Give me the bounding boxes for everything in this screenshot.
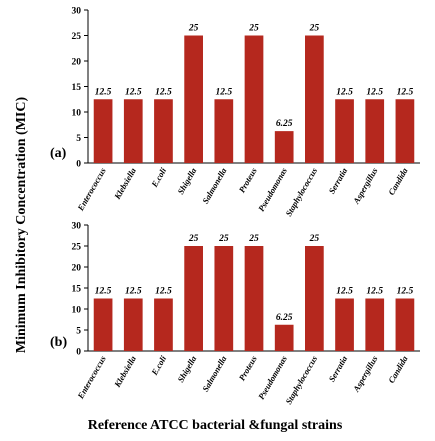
- data-label: 12.5: [366, 287, 383, 297]
- y-tick-label: 15: [72, 83, 82, 93]
- bar-ecoli: [154, 298, 173, 351]
- category-label: E.coli: [149, 165, 169, 189]
- bar-proteus: [244, 246, 264, 351]
- category-label: E.coli: [149, 353, 169, 377]
- y-tick-label: 10: [72, 109, 82, 119]
- y-tick-label: 5: [76, 327, 81, 337]
- y-tick-label: 0: [76, 348, 81, 358]
- data-label: 25: [218, 234, 229, 244]
- category-label: Salmonella: [200, 165, 229, 205]
- data-label: 6.25: [276, 313, 293, 323]
- bar-salmonella: [214, 99, 234, 163]
- bar-ecoli: [154, 99, 173, 163]
- category-label: Aspergillus: [350, 353, 379, 394]
- data-label: 25: [188, 234, 199, 244]
- x-axis-title: Reference ATCC bacterial &fungal strains: [88, 418, 343, 433]
- data-label: 12.5: [95, 287, 112, 297]
- data-label: 12.5: [95, 87, 112, 97]
- category-label: Salmonella: [200, 353, 229, 393]
- data-label: 12.5: [155, 87, 172, 97]
- y-tick-label: 25: [72, 243, 82, 253]
- chart-panel-b: 0 5 10 15 20 25 30 12.5 Enterococcus 12.5 Klebsiel…: [50, 222, 420, 406]
- category-label: Enterococcus: [75, 353, 108, 401]
- bar-staphylococcus: [305, 35, 324, 163]
- data-label: 25: [248, 234, 259, 244]
- bar-candida: [395, 298, 415, 351]
- bar-aspergillus: [365, 99, 385, 163]
- y-tick-label: 30: [72, 7, 82, 17]
- data-label: 12.5: [125, 87, 142, 97]
- bar-pseudomonas: [274, 324, 294, 351]
- category-label: Candida: [386, 165, 410, 196]
- bar-candida: [395, 99, 415, 163]
- bar-aspergillus: [365, 298, 385, 351]
- data-label: 12.5: [366, 87, 383, 97]
- bar-shigella: [184, 35, 203, 163]
- category-label: Shigella: [175, 353, 198, 384]
- y-tick-label: 30: [72, 222, 82, 232]
- data-label: 12.5: [155, 287, 172, 297]
- category-label: Pseudomonas: [256, 353, 289, 401]
- category-label: Klebsiella: [112, 353, 139, 389]
- y-tick-label: 25: [72, 32, 82, 42]
- data-label: 12.5: [216, 87, 233, 97]
- bar-klebsiella: [123, 99, 143, 163]
- category-label: Shigella: [175, 165, 198, 196]
- category-label: Enterococcus: [75, 165, 108, 213]
- y-tick-label: 15: [72, 285, 82, 295]
- y-axis-title: Minimum Inhibitory Concentration (MIC): [14, 97, 29, 354]
- y-tick-label: 5: [76, 134, 81, 144]
- category-label: Staphylococcus: [283, 165, 319, 218]
- data-label: 25: [248, 24, 259, 34]
- panel-label: (a): [50, 146, 67, 161]
- data-label: 12.5: [336, 287, 353, 297]
- data-label: 25: [309, 234, 320, 244]
- category-label: Serratia: [326, 353, 349, 383]
- data-label: 25: [309, 24, 320, 34]
- bar-serratia: [335, 99, 354, 163]
- category-label: Pseudomonas: [256, 165, 289, 213]
- bar-enterococcus: [93, 298, 113, 351]
- bar-klebsiella: [123, 298, 143, 351]
- category-label: Serratia: [326, 165, 349, 195]
- bar-pseudomonas: [274, 131, 294, 163]
- y-tick-label: 20: [72, 264, 82, 274]
- category-label: Proteus: [237, 353, 259, 382]
- bar-enterococcus: [93, 99, 113, 163]
- bar-proteus: [244, 35, 264, 163]
- data-label: 12.5: [336, 87, 353, 97]
- category-label: Klebsiella: [112, 165, 139, 201]
- data-label: 12.5: [125, 287, 142, 297]
- bar-shigella: [184, 246, 203, 351]
- category-label: Aspergillus: [350, 165, 379, 206]
- bar-serratia: [335, 298, 354, 351]
- data-label: 25: [188, 24, 199, 34]
- category-label: Proteus: [237, 165, 259, 194]
- data-label: 6.25: [276, 119, 293, 129]
- data-label: 12.5: [397, 287, 414, 297]
- bar-salmonella: [214, 246, 234, 351]
- y-tick-label: 20: [72, 58, 82, 68]
- category-label: Candida: [386, 353, 410, 384]
- data-label: 12.5: [397, 87, 414, 97]
- chart-panel-a: 0 5 10 15 20 25 30 12.5 Enterococcus 12.5 Klebsiel…: [50, 7, 420, 218]
- category-label: Staphylococcus: [283, 353, 319, 406]
- bar-staphylococcus: [305, 246, 324, 351]
- y-tick-label: 10: [72, 306, 82, 316]
- panel-label: (b): [50, 335, 67, 350]
- y-tick-label: 0: [76, 160, 81, 170]
